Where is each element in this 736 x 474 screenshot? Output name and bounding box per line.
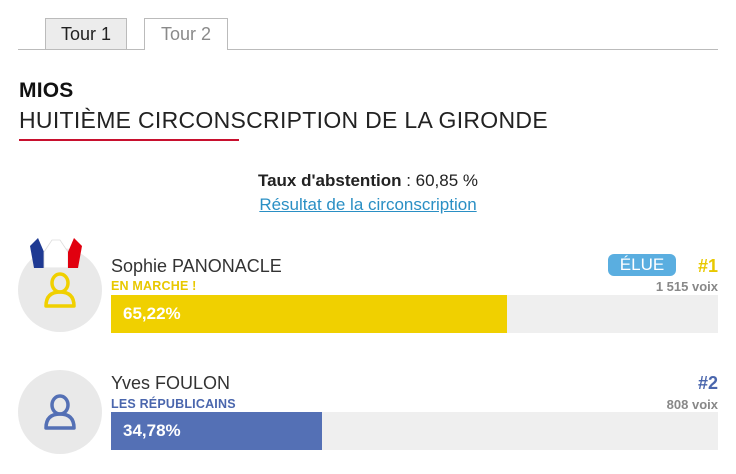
title-underline xyxy=(19,139,239,141)
tab-tour-1[interactable]: Tour 1 xyxy=(45,18,127,49)
candidate-party: LES RÉPUBLICAINS xyxy=(111,397,236,411)
candidate-name: Sophie PANONACLE xyxy=(111,256,282,276)
candidate-rank: #2 xyxy=(697,373,718,393)
tab-tour-2[interactable]: Tour 2 xyxy=(144,18,228,50)
vote-percent: 65,22% xyxy=(123,304,181,323)
vote-bar-fill xyxy=(111,295,507,333)
abstention-label: Taux d'abstention xyxy=(257,171,402,190)
candidate-votes: 808 voix xyxy=(666,397,718,412)
vote-bar: 65,22% xyxy=(111,295,718,333)
round-tabs: Tour 1 Tour 2 xyxy=(18,18,718,50)
user-icon xyxy=(44,394,76,430)
circonscription-title: HUITIÈME CIRCONSCRIPTION DE LA GIRONDE xyxy=(19,107,548,133)
city-title: MIOS xyxy=(19,79,74,102)
result-link-row: Résultat de la circonscription xyxy=(0,195,736,215)
user-icon xyxy=(44,272,76,308)
vote-bar-fill xyxy=(111,412,323,450)
candidate-votes: 1 515 voix xyxy=(655,279,718,294)
elected-badge: ÉLUE xyxy=(608,254,676,276)
candidate-rank: #1 xyxy=(697,256,718,276)
vote-bar: 34,78% xyxy=(111,412,718,450)
abstention-value: : 60,85 % xyxy=(401,171,479,190)
vote-percent: 34,78% xyxy=(123,421,181,440)
french-flag-icon xyxy=(30,238,82,268)
candidate-name: Yves FOULON xyxy=(111,373,231,393)
abstention-rate: Taux d'abstention : 60,85 % xyxy=(0,171,736,191)
avatar xyxy=(18,370,102,454)
candidate-party: EN MARCHE ! xyxy=(111,279,197,293)
circonscription-result-link[interactable]: Résultat de la circonscription xyxy=(259,195,477,214)
